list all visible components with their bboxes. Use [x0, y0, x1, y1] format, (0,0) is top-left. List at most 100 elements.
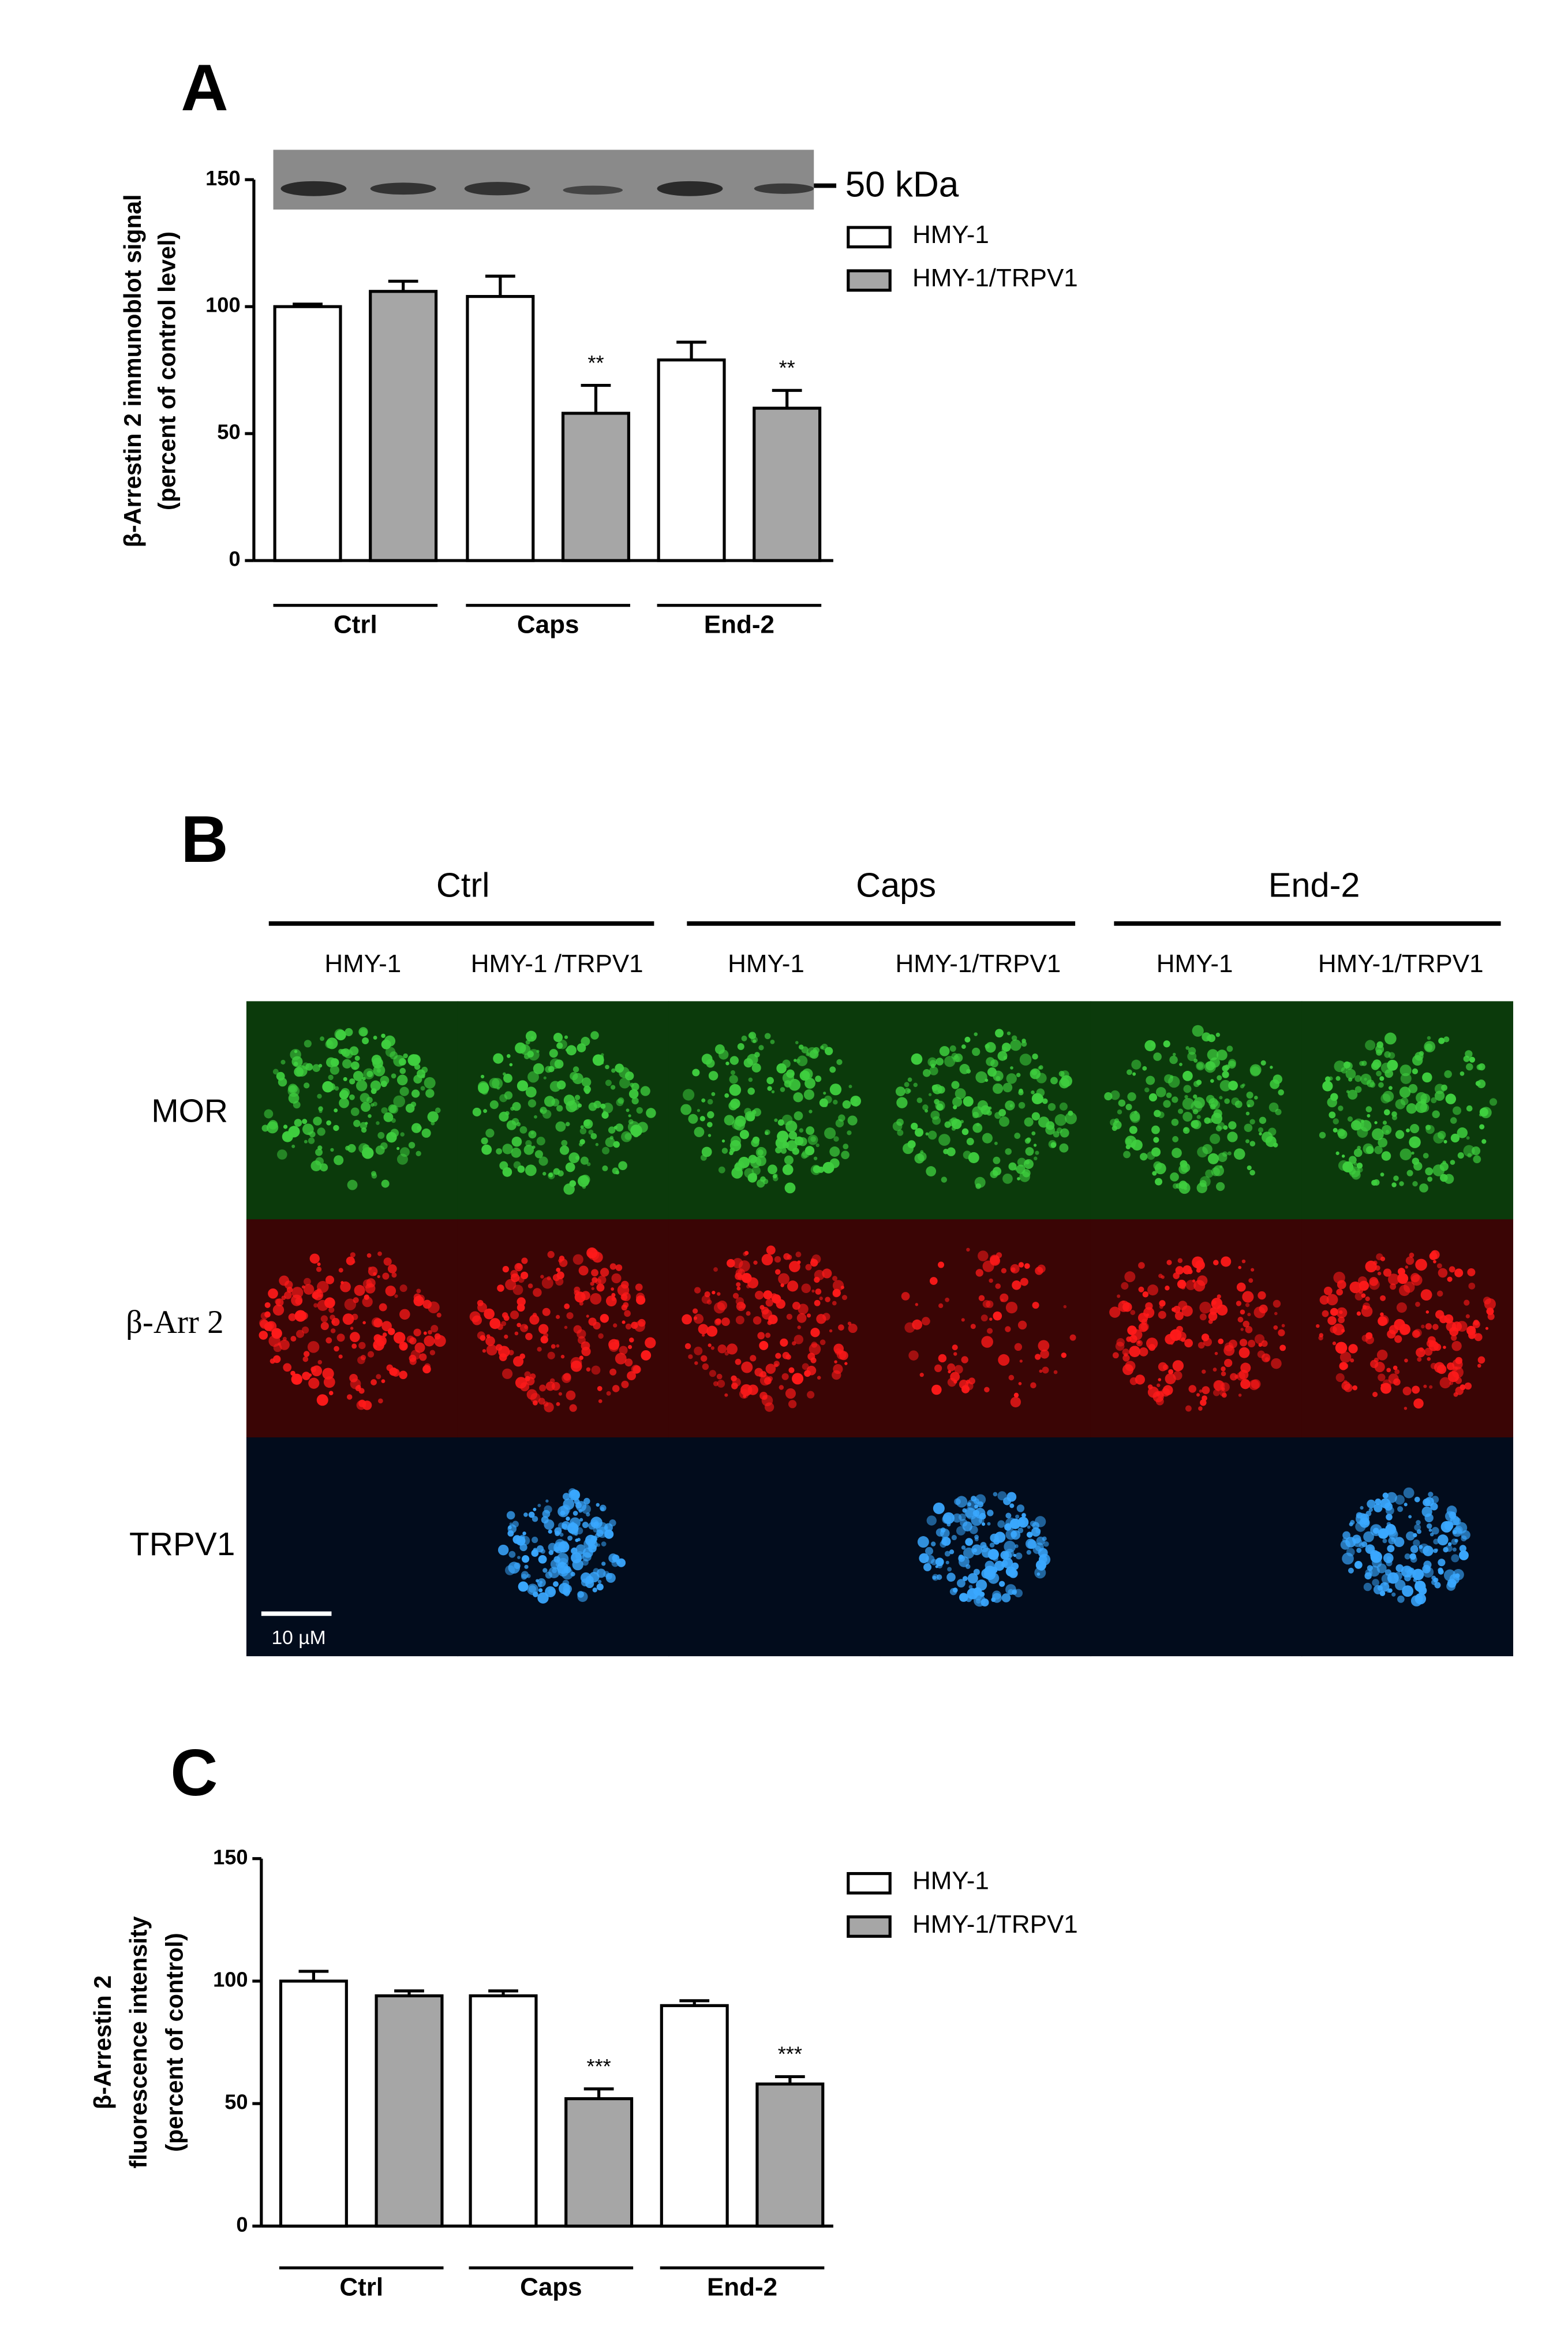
spot: [998, 1581, 1005, 1587]
spot: [1181, 1284, 1185, 1290]
spot: [911, 1053, 923, 1065]
spot: [566, 1516, 570, 1521]
spot: [326, 1039, 332, 1045]
spot: [419, 1353, 427, 1361]
spot: [1412, 1385, 1420, 1394]
spot: [1364, 1077, 1367, 1081]
spot: [336, 1333, 345, 1342]
significance: **: [779, 356, 795, 380]
spot: [1217, 1294, 1221, 1299]
spot: [1027, 1525, 1031, 1529]
spot: [1367, 1499, 1376, 1508]
spot: [1025, 1147, 1034, 1156]
spot: [1426, 1523, 1432, 1529]
spot: [1030, 1382, 1036, 1389]
spot: [619, 1346, 628, 1355]
spot: [325, 1337, 332, 1344]
spot: [989, 1317, 993, 1321]
spot: [515, 1042, 526, 1054]
spot: [732, 1377, 741, 1387]
spot: [548, 1542, 557, 1552]
spot: [814, 1299, 821, 1306]
spot: [740, 1303, 746, 1309]
bar: [369, 290, 438, 562]
spot: [972, 1123, 983, 1133]
spot: [968, 1377, 975, 1385]
group-label: Ctrl: [436, 865, 490, 904]
spot: [593, 1568, 600, 1575]
spot: [1418, 1586, 1427, 1595]
row-label: β-Arr 2: [126, 1304, 224, 1340]
spot: [509, 1063, 513, 1067]
spot: [1112, 1125, 1118, 1131]
spot: [380, 1075, 390, 1085]
spot: [1323, 1286, 1333, 1295]
spot: [525, 1086, 537, 1098]
spot: [373, 1344, 377, 1349]
spot: [1237, 1317, 1244, 1323]
spot: [1322, 1310, 1329, 1317]
spot: [1423, 1384, 1427, 1388]
spot: [568, 1099, 580, 1111]
spot: [1016, 1164, 1026, 1174]
spot: [1199, 1301, 1211, 1314]
spot: [309, 1253, 320, 1264]
spot: [1140, 1153, 1148, 1161]
spot: [1442, 1160, 1446, 1164]
spot: [1433, 1132, 1444, 1144]
spot: [1438, 1559, 1446, 1567]
spot: [534, 1115, 537, 1119]
spot: [1356, 1163, 1363, 1169]
spot: [601, 1561, 606, 1566]
spot: [342, 1059, 352, 1069]
spot: [944, 1121, 951, 1128]
spot: [574, 1094, 581, 1100]
spot: [596, 1503, 600, 1507]
legend-label: HMY-1: [912, 1867, 989, 1895]
spot: [735, 1297, 744, 1306]
spot: [345, 1028, 353, 1037]
spot: [579, 1139, 585, 1145]
band: [280, 181, 347, 196]
spot: [533, 1507, 537, 1511]
spot: [1279, 1344, 1286, 1351]
spot: [1408, 1084, 1418, 1093]
spot: [1409, 1252, 1414, 1258]
spot: [729, 1056, 739, 1065]
spot: [904, 1082, 910, 1088]
spot: [1110, 1090, 1120, 1100]
spot: [645, 1337, 656, 1348]
spot: [472, 1107, 481, 1117]
spot: [1412, 1330, 1420, 1338]
spot: [1415, 1258, 1427, 1271]
micrograph: [879, 1437, 1091, 1657]
spot: [896, 1097, 908, 1108]
spot: [1396, 1302, 1407, 1313]
spot: [1429, 1385, 1433, 1389]
spot: [717, 1380, 725, 1388]
spot: [519, 1126, 527, 1134]
spot: [947, 1567, 952, 1572]
spot: [288, 1093, 300, 1104]
spot: [708, 1134, 712, 1137]
spot: [303, 1284, 315, 1295]
spot: [721, 1148, 728, 1154]
spot: [1417, 1357, 1422, 1362]
spot: [526, 1574, 531, 1578]
spot: [915, 1303, 918, 1306]
spot: [798, 1303, 809, 1314]
spot: [1193, 1094, 1197, 1099]
spot: [1188, 1385, 1196, 1393]
spot: [1318, 1335, 1323, 1341]
spot: [1394, 1369, 1400, 1374]
spot: [1389, 1086, 1393, 1090]
spot: [799, 1128, 804, 1133]
spot: [1254, 1096, 1258, 1100]
spot: [1121, 1300, 1125, 1305]
spot: [787, 1280, 799, 1292]
spot: [604, 1529, 614, 1539]
spot: [1046, 1121, 1055, 1130]
spot: [1114, 1118, 1120, 1123]
spot: [819, 1045, 824, 1049]
spot: [1183, 1085, 1192, 1093]
